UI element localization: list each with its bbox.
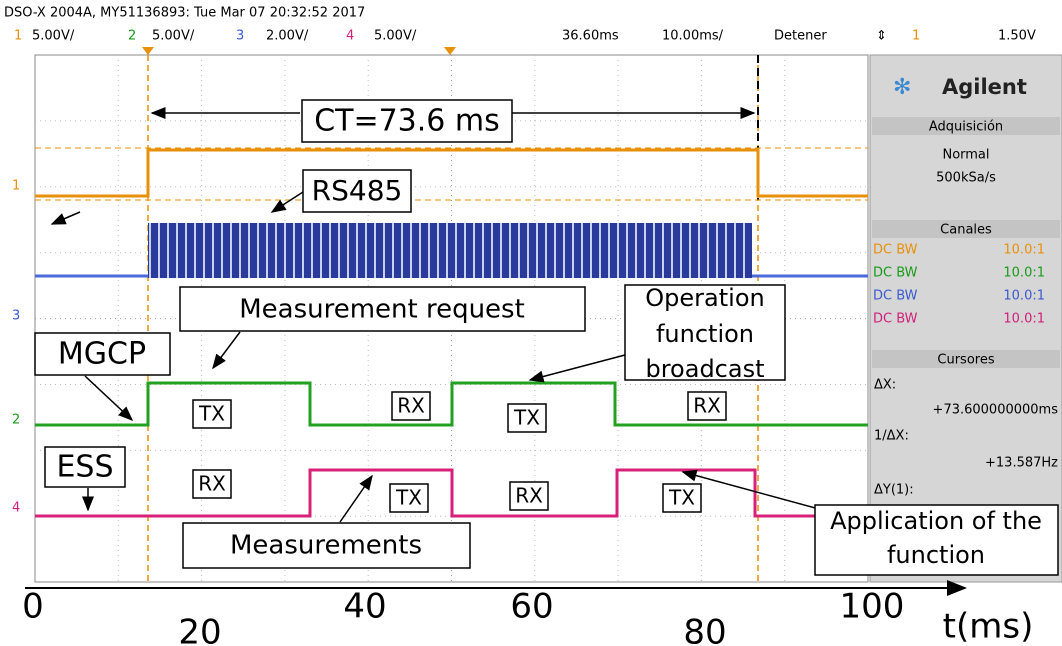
- ch-coupling: DC BW: [873, 266, 918, 281]
- ch-coupling: DC BW: [873, 243, 918, 258]
- cursor-label: ΔX:: [874, 378, 896, 393]
- tx-rx-label: RX: [693, 394, 721, 418]
- brand: Agilent: [942, 75, 1027, 99]
- time-scale: 10.00ms/: [662, 29, 724, 44]
- ch-scale: 5.00V/: [32, 29, 75, 44]
- run-status: Detener: [774, 29, 827, 44]
- ch-scale: 2.00V/: [266, 29, 309, 44]
- tx-rx-label: TX: [668, 486, 695, 510]
- tx-rx-label: RX: [198, 472, 226, 496]
- application-label: Application of the: [830, 507, 1042, 535]
- cursor-label: 1/ΔX:: [874, 429, 909, 444]
- axis-tick-label: 20: [178, 613, 221, 646]
- logo-icon: ✻: [893, 75, 911, 100]
- ch-number: 4: [346, 29, 354, 44]
- application-label: function: [887, 541, 985, 569]
- trigger-icon: ⇕: [876, 29, 887, 44]
- ch-probe: 10.0:1: [1003, 243, 1045, 258]
- ch-probe: 10.0:1: [1003, 289, 1045, 304]
- acq-mode: Normal: [942, 148, 989, 163]
- channel-markers: 1 3 2 4: [12, 179, 20, 516]
- axis-tick-label: 80: [683, 613, 726, 646]
- axis-tick-label: 40: [343, 587, 386, 627]
- axis-title: t(ms): [943, 607, 1034, 646]
- tx-rx-label: TX: [513, 406, 540, 430]
- section-title: Adquisición: [929, 120, 1003, 135]
- ch-number: 2: [128, 29, 136, 44]
- mgcp-label: MGCP: [58, 337, 146, 372]
- trigger-channel: 1: [912, 29, 920, 44]
- tx-rx-label: RX: [515, 484, 543, 508]
- section-title: Canales: [940, 223, 992, 238]
- broadcast-label: broadcast: [645, 355, 764, 383]
- axis-tick-label: 60: [510, 587, 553, 627]
- rs485-label: RS485: [312, 174, 403, 207]
- measurements-label: Measurements: [230, 531, 422, 561]
- axis-labels: 0 20 40 60 80 100 t(ms): [22, 587, 1033, 646]
- cursor-value: +73.600000000ms: [933, 403, 1059, 418]
- ch-marker: 1: [12, 179, 20, 194]
- section-title: Cursores: [937, 353, 994, 368]
- ch-marker: 4: [12, 501, 20, 516]
- ch-coupling: DC BW: [873, 289, 918, 304]
- scope-figure: DSO-X 2004A, MY51136893: Tue Mar 07 20:3…: [0, 0, 1062, 646]
- tx-rx-label: TX: [395, 486, 422, 510]
- ch-probe: 10.0:1: [1003, 266, 1045, 281]
- ess-label: ESS: [56, 450, 113, 485]
- broadcast-label: Operation: [645, 284, 764, 312]
- ch-scale: 5.00V/: [152, 29, 195, 44]
- measurement-request: Measurement request: [239, 295, 525, 325]
- acq-rate: 500kSa/s: [936, 171, 996, 186]
- ch-number: 3: [236, 29, 244, 44]
- ch-scale: 5.00V/: [374, 29, 417, 44]
- cursor-value: +13.587Hz: [985, 456, 1058, 471]
- cycle-time: CT=73.6 ms: [314, 104, 500, 139]
- broadcast-label: function: [656, 320, 754, 348]
- rs485-burst: [148, 223, 752, 278]
- cursor-label: ΔY(1):: [874, 483, 914, 498]
- trigger-level: 1.50V: [998, 29, 1036, 44]
- tx-rx-label: RX: [397, 394, 425, 418]
- ch-marker: 2: [12, 413, 20, 428]
- axis-tick-label: 100: [840, 587, 905, 627]
- header-title: DSO-X 2004A, MY51136893: Tue Mar 07 20:3…: [4, 6, 365, 21]
- time-offset: 36.60ms: [562, 29, 619, 44]
- tx-rx-label: TX: [198, 402, 225, 426]
- ch-coupling: DC BW: [873, 312, 918, 327]
- ch-probe: 10.0:1: [1003, 312, 1045, 327]
- ch-number: 1: [14, 29, 22, 44]
- axis-tick-label: 0: [22, 587, 44, 627]
- ch-marker: 3: [12, 309, 20, 324]
